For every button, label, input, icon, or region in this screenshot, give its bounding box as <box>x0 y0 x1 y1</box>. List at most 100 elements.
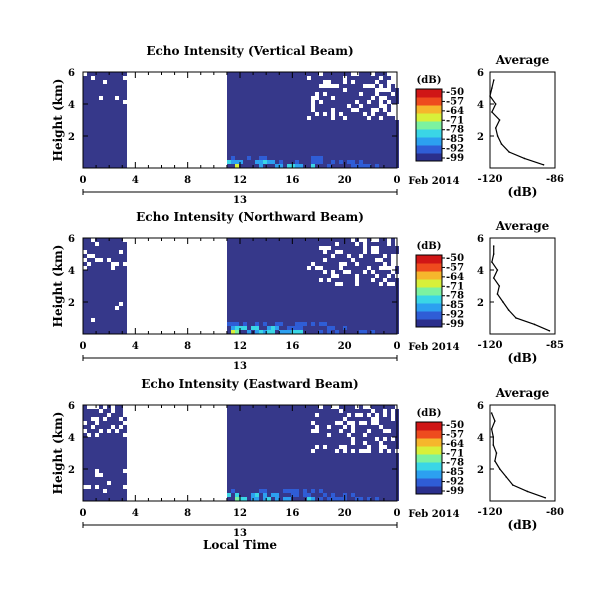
heatmap-cell <box>347 497 351 501</box>
heatmap-cell <box>275 262 279 266</box>
heatmap-cell <box>371 80 375 84</box>
heatmap-cell <box>247 282 251 286</box>
heatmap-cell <box>375 156 379 160</box>
heatmap-cell <box>343 298 347 302</box>
heatmap-cell <box>251 274 255 278</box>
heatmap-cell <box>307 96 311 100</box>
heatmap-cell <box>111 258 115 262</box>
heatmap-cell <box>383 286 387 290</box>
heatmap-cell <box>227 449 231 453</box>
heatmap-cell <box>371 330 375 334</box>
heatmap-cell <box>239 274 243 278</box>
heatmap-cell <box>315 290 319 294</box>
heatmap-cell <box>387 92 391 96</box>
heatmap-cell <box>331 152 335 156</box>
heatmap-cell <box>251 457 255 461</box>
heatmap-cell <box>343 100 347 104</box>
heatmap-cell <box>251 116 255 120</box>
heatmap-cell <box>287 278 291 282</box>
heatmap-cell <box>339 96 343 100</box>
heatmap-cell <box>375 461 379 465</box>
heatmap-cell <box>367 282 371 286</box>
heatmap-cell <box>107 156 111 160</box>
heatmap-cell <box>99 290 103 294</box>
profile-point <box>492 277 495 279</box>
heatmap-cell <box>359 128 363 132</box>
heatmap-cell <box>255 417 259 421</box>
heatmap-cell <box>111 160 115 164</box>
heatmap-cell <box>283 164 287 168</box>
heatmap-cell <box>119 477 123 481</box>
heatmap-cell <box>263 469 267 473</box>
heatmap-cell <box>119 457 123 461</box>
heatmap-cell <box>247 326 251 330</box>
heatmap-cell <box>107 96 111 100</box>
heatmap-cell <box>267 298 271 302</box>
heatmap-cell <box>307 469 311 473</box>
heatmap-cell <box>111 282 115 286</box>
heatmap-cell <box>303 258 307 262</box>
heatmap-cell <box>259 290 263 294</box>
heatmap-cell <box>255 310 259 314</box>
heatmap-cell <box>239 445 243 449</box>
heatmap-cell <box>227 294 231 298</box>
heatmap-cell <box>379 250 383 254</box>
heatmap-cell <box>307 433 311 437</box>
heatmap-cell <box>119 238 123 242</box>
heatmap-cell <box>295 449 299 453</box>
heatmap-cell <box>319 497 323 501</box>
heatmap-cell <box>295 461 299 465</box>
heatmap-cell <box>291 80 295 84</box>
heatmap-cell <box>331 88 335 92</box>
heatmap-cell <box>291 469 295 473</box>
heatmap-cell <box>359 417 363 421</box>
heatmap-cell <box>371 441 375 445</box>
heatmap-cell <box>327 441 331 445</box>
heatmap-cell <box>327 96 331 100</box>
heatmap-cell <box>375 457 379 461</box>
heatmap-cell <box>311 310 315 314</box>
heatmap-cell <box>95 445 99 449</box>
heatmap-cell <box>311 473 315 477</box>
date-label: 13 <box>233 195 247 206</box>
colorbar-step <box>416 442 442 445</box>
heatmap-cell <box>339 274 343 278</box>
heatmap-cell <box>375 302 379 306</box>
heatmap-cell <box>359 481 363 485</box>
heatmap-cell <box>235 314 239 318</box>
heatmap-cell <box>355 457 359 461</box>
heatmap-cell <box>303 286 307 290</box>
heatmap-cell <box>387 156 391 160</box>
profile-point <box>493 79 495 81</box>
heatmap-cell <box>311 132 315 136</box>
heatmap-cell <box>379 144 383 148</box>
heatmap-cell <box>387 493 391 497</box>
heatmap-cell <box>387 473 391 477</box>
profile-point <box>505 476 508 478</box>
heatmap-cell <box>231 425 235 429</box>
heatmap-cell <box>287 120 291 124</box>
heatmap-cell <box>315 270 319 274</box>
heatmap-cell <box>295 144 299 148</box>
heatmap-cell <box>299 238 303 242</box>
heatmap-cell <box>119 310 123 314</box>
heatmap-cell <box>95 128 99 132</box>
heatmap-cell <box>231 405 235 409</box>
heatmap-cell <box>263 160 267 164</box>
heatmap-cell <box>83 116 87 120</box>
x-tick-label: 8 <box>184 175 191 186</box>
heatmap-cell <box>363 497 367 501</box>
heatmap-cell <box>243 72 247 76</box>
heatmap-cell <box>335 238 339 242</box>
heatmap-cell <box>287 144 291 148</box>
heatmap-cell <box>243 140 247 144</box>
heatmap-cell <box>83 326 87 330</box>
heatmap-cell <box>343 461 347 465</box>
heatmap-cell <box>123 326 127 330</box>
heatmap-cell <box>319 254 323 258</box>
heatmap-cell <box>259 473 263 477</box>
heatmap-cell <box>263 100 267 104</box>
heatmap-cell <box>291 314 295 318</box>
heatmap-cell <box>259 405 263 409</box>
heatmap-cell <box>107 453 111 457</box>
